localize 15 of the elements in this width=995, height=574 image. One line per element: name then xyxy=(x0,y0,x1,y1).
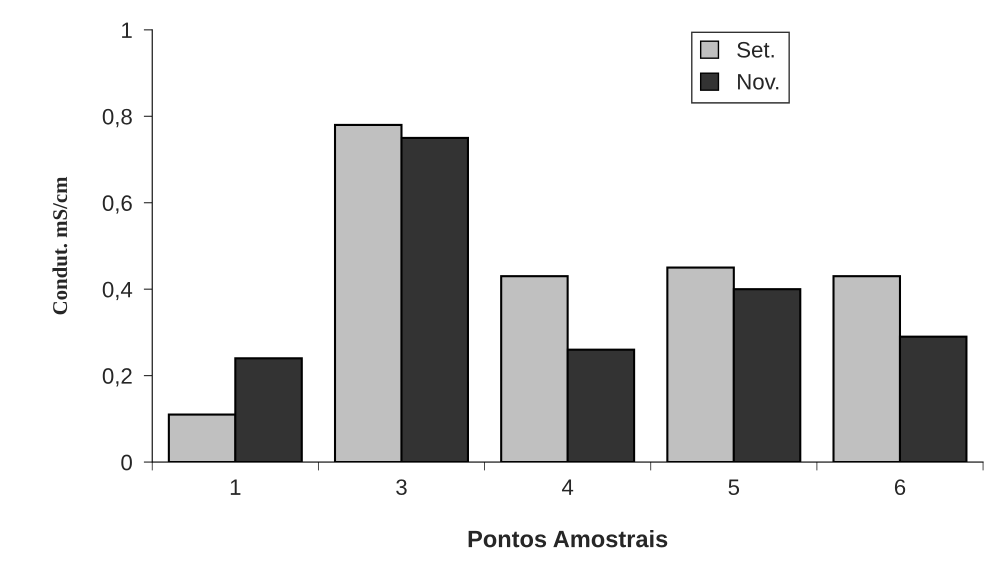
y-tick-label: 0,6 xyxy=(102,195,132,214)
legend-label: Set. xyxy=(737,42,774,58)
y-tick-label: 0,8 xyxy=(102,108,132,128)
x-tick-label: 1 xyxy=(230,480,240,495)
y-axis-title: Condut. mS/cm xyxy=(52,176,68,314)
x-tick-label: 4 xyxy=(562,480,574,495)
y-tick-label: 0,2 xyxy=(102,368,132,387)
y-tick-label: 0,4 xyxy=(102,282,132,300)
x-tick-label: 5 xyxy=(728,480,740,496)
x-tick-label: 6 xyxy=(894,479,906,496)
y-tick-label: 1 xyxy=(122,22,132,38)
legend-label: Nov. xyxy=(738,74,778,90)
x-axis-title: Pontos Amostrais xyxy=(468,530,668,548)
x-tick-label: 3 xyxy=(396,479,407,496)
y-tick-label: 0 xyxy=(121,454,132,470)
